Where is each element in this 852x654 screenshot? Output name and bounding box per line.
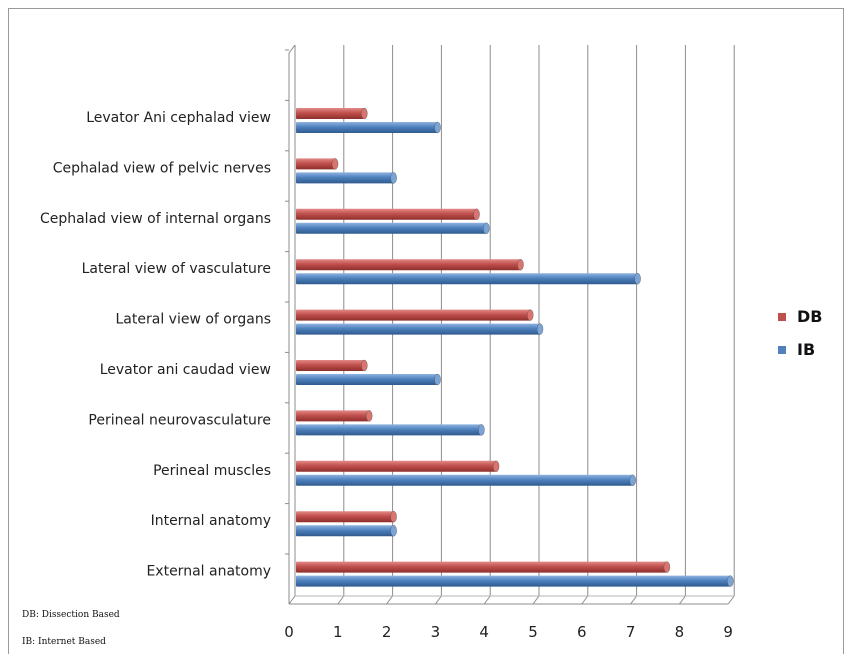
bar-ib: [296, 424, 482, 436]
bar-end-ib: [727, 575, 734, 587]
x-tick-label: 3: [431, 623, 441, 641]
bar-end-ib: [478, 424, 485, 436]
bar-ib: [296, 525, 394, 537]
legend-label-ib: IB: [797, 340, 815, 359]
category-label: Lateral view of vasculature: [82, 261, 271, 277]
bar-end-ib: [434, 373, 441, 386]
bar-ib: [296, 575, 731, 587]
bar-ib: [296, 474, 633, 486]
bar-db: [296, 158, 336, 170]
floor-gridline: [337, 595, 345, 605]
bar-end-db: [366, 410, 373, 422]
bar-ib: [296, 222, 487, 234]
bar-end-db: [331, 158, 339, 170]
category-label: Perineal neurovasculature: [88, 412, 271, 428]
category-label: Cephalad view of pelvic nerves: [53, 160, 271, 176]
bar-end-ib: [390, 525, 397, 537]
bar-end-ib: [483, 222, 490, 235]
bar-db: [296, 410, 370, 422]
x-tick-label: 5: [528, 623, 538, 641]
x-tick-label: 1: [333, 623, 343, 641]
x-tick-label: 0: [284, 623, 294, 641]
bar-end-db: [390, 511, 397, 523]
bar-ib: [296, 374, 438, 385]
bar-ib: [296, 273, 638, 285]
x-tick-label: 9: [723, 623, 733, 641]
category-label: Internal anatomy: [151, 513, 271, 529]
bar-end-db: [492, 460, 500, 472]
floor-gridline: [434, 595, 442, 605]
floor-gridline: [630, 595, 637, 605]
bar-db: [296, 108, 365, 119]
bar-end-ib: [434, 121, 441, 134]
floor-gridline: [679, 595, 686, 605]
x-tick-label: 7: [626, 623, 636, 641]
bar-end-ib: [629, 474, 636, 486]
category-label: Cephalad view of internal organs: [40, 211, 271, 227]
bar-end-db: [361, 359, 368, 372]
x-tick-label: 4: [479, 623, 489, 641]
bar-ib: [296, 122, 438, 133]
x-tick-label: 2: [382, 623, 392, 641]
chart-frame: [8, 8, 844, 654]
bar-end-db: [663, 561, 671, 573]
category-label: External anatomy: [146, 564, 271, 580]
bar-db: [296, 511, 394, 523]
floor-gridline: [483, 595, 491, 605]
floor-gridline: [581, 595, 589, 605]
bar-db: [296, 561, 667, 573]
legend-label-db: DB: [797, 307, 822, 326]
bar-end-db: [527, 309, 534, 321]
footnote-db: DB: Dissection Based: [22, 610, 120, 620]
bar-db: [296, 309, 531, 321]
bar-end-db: [517, 259, 524, 271]
bar-end-ib: [390, 172, 397, 184]
category-label: Lateral view of organs: [116, 312, 272, 328]
bar-db: [296, 460, 497, 472]
x-tick-label: 6: [577, 623, 587, 641]
category-label: Levator Ani cephalad view: [86, 110, 271, 126]
bar-db: [296, 360, 365, 371]
bar-end-ib: [634, 273, 641, 285]
bar-db: [296, 208, 477, 220]
floor-gridline: [532, 595, 540, 605]
bar-end-db: [473, 208, 480, 221]
floor-gridline: [288, 595, 296, 605]
bar-ib: [296, 172, 394, 184]
floor-gridline: [727, 595, 735, 605]
category-label: Perineal muscles: [153, 463, 271, 479]
floor-gridline: [386, 595, 394, 605]
bar-end-ib: [536, 323, 544, 335]
bar-ib: [296, 323, 540, 335]
legend-swatch-ib: [778, 346, 786, 354]
x-tick-label: 8: [675, 623, 685, 641]
legend-swatch-db: [778, 313, 786, 321]
bar-db: [296, 259, 521, 271]
bar-end-db: [361, 107, 368, 120]
category-label: Levator ani caudad view: [100, 362, 271, 378]
footnote-ib: IB: Internet Based: [22, 637, 106, 647]
side-wall-top: [288, 44, 296, 54]
